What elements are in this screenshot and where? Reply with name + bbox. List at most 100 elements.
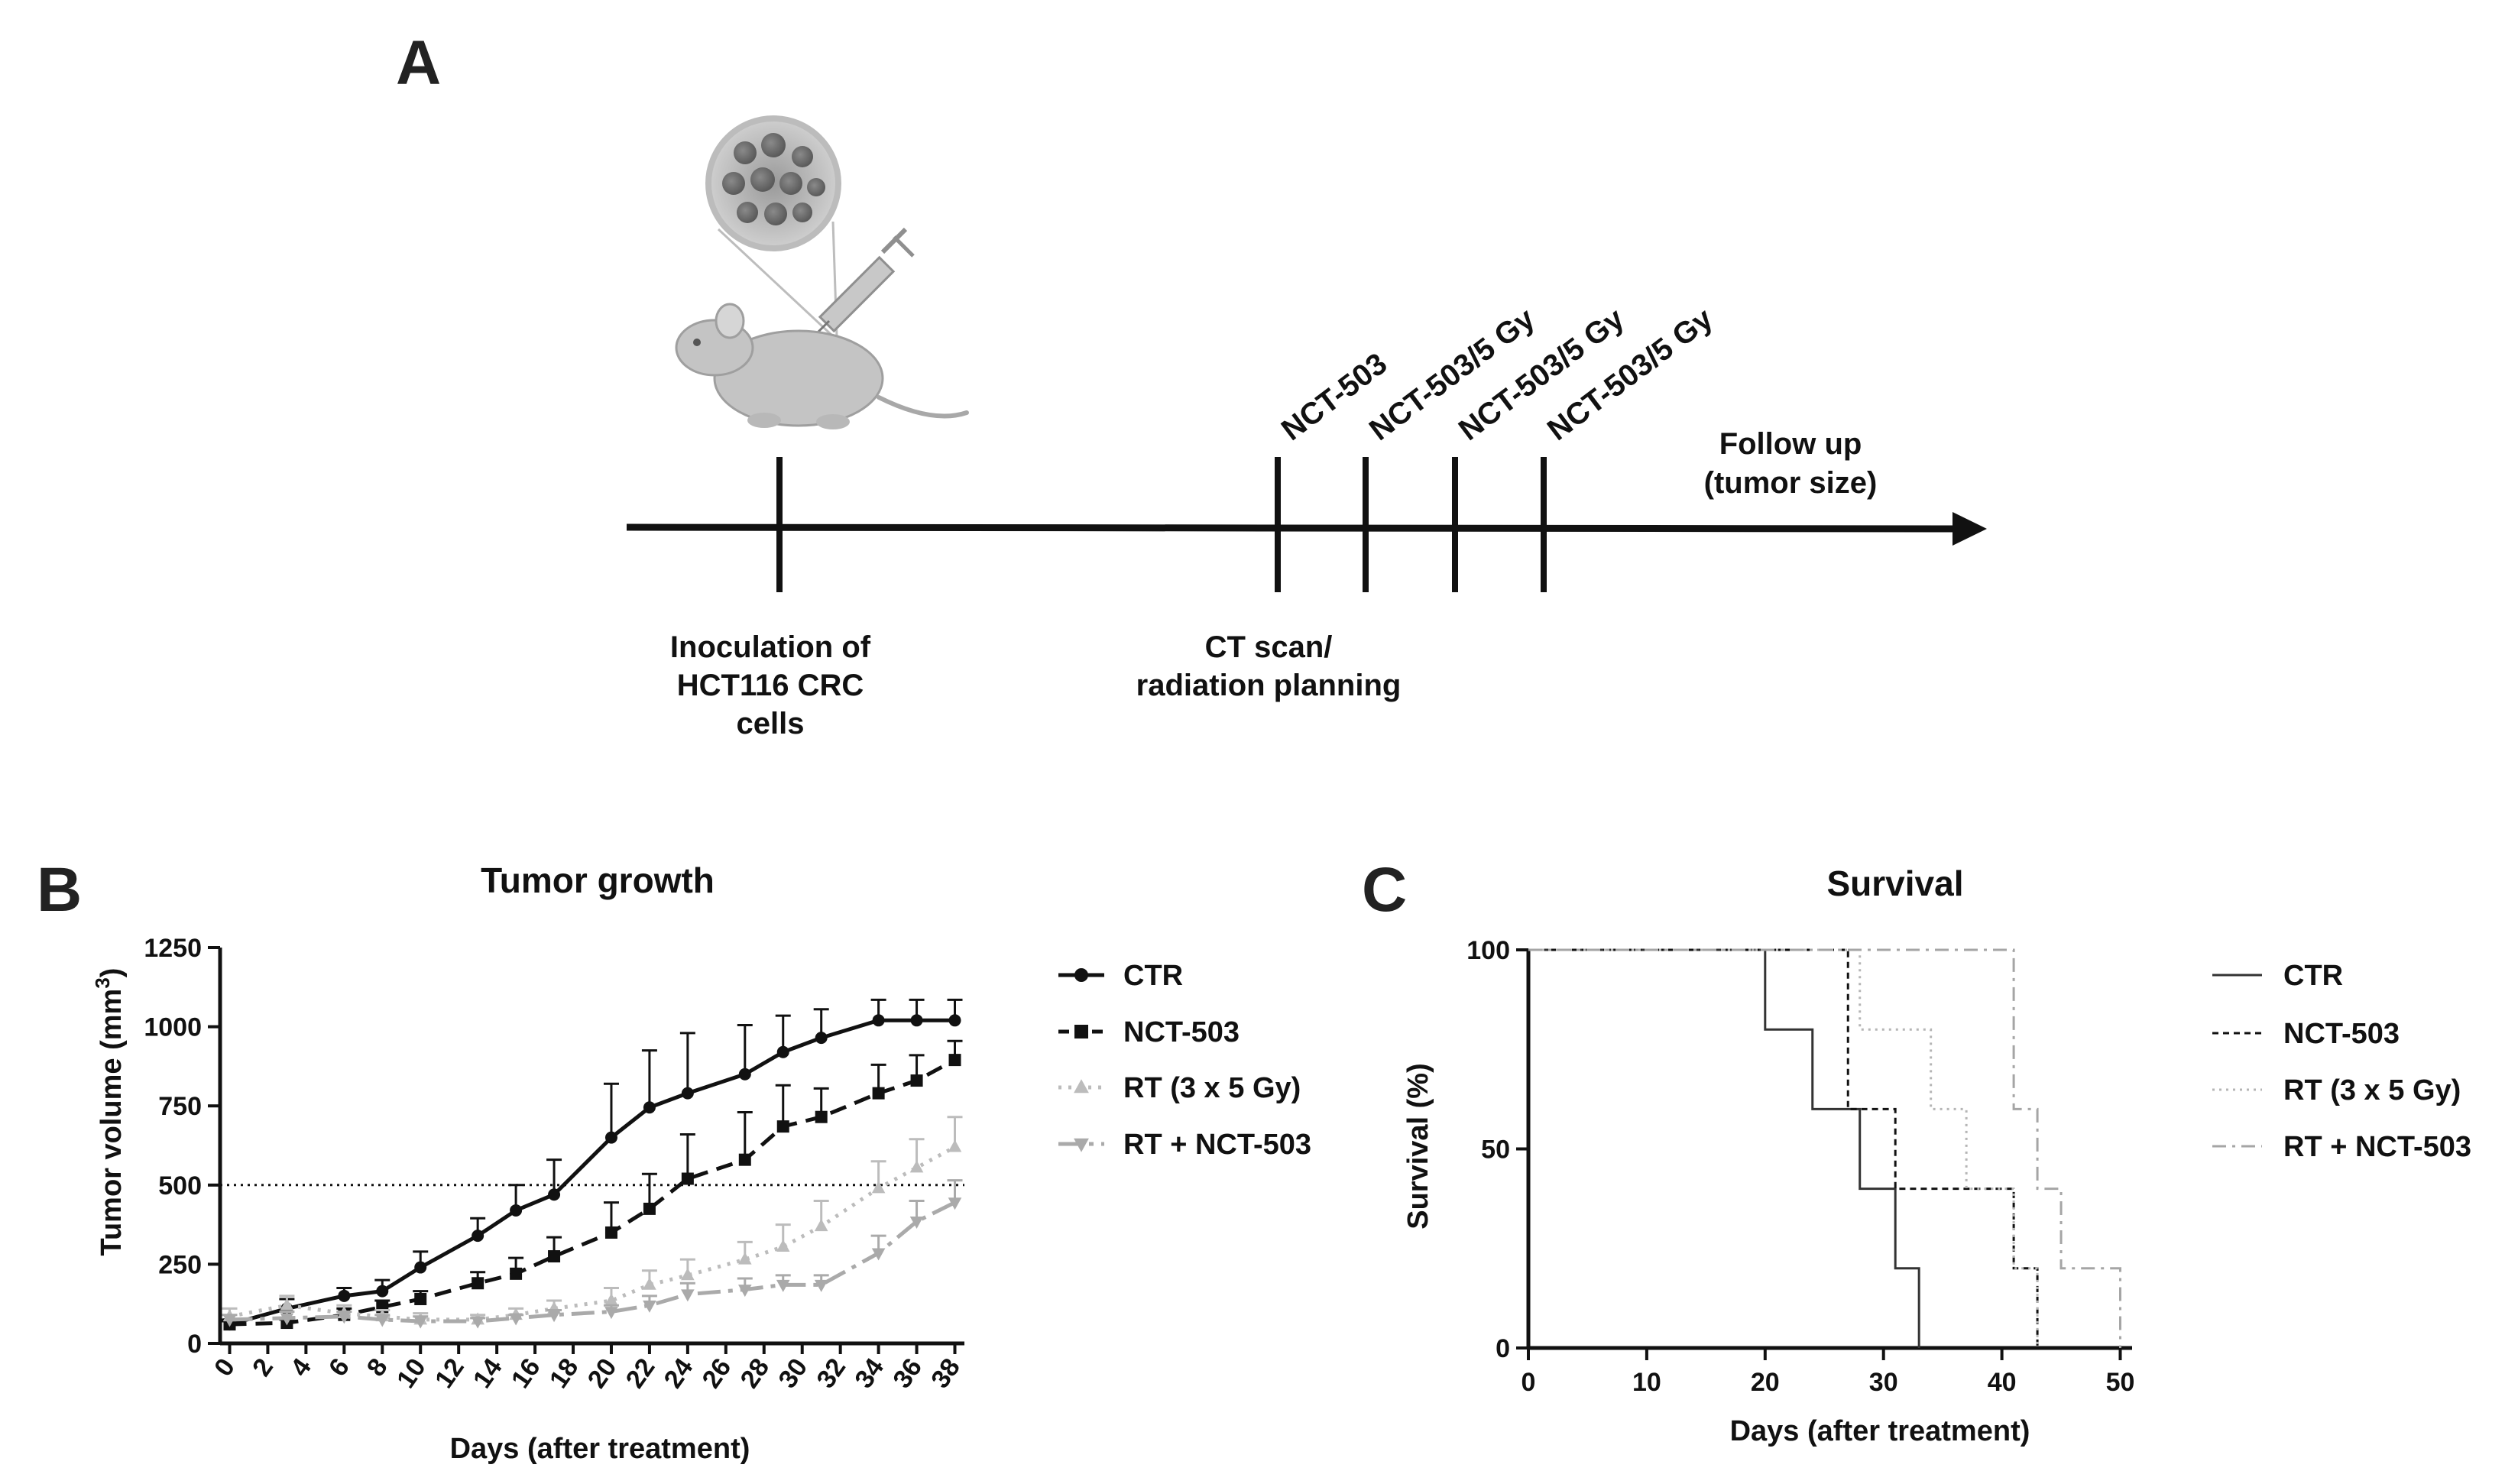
tumor-y-axis-label-main: Tumor volume (mm <box>96 989 128 1256</box>
survival-x-tick-label: 40 <box>1988 1368 2017 1397</box>
tumor-x-tick-label: 18 <box>544 1353 585 1394</box>
survival-x-tick-label: 50 <box>2106 1368 2135 1397</box>
tumor-data-point <box>910 1074 923 1087</box>
tumor-x-tick-label: 36 <box>887 1353 928 1394</box>
tumor-y-tick-label: 1250 <box>144 934 202 963</box>
timeline-arrowhead <box>1953 512 1987 546</box>
tumor-data-point <box>681 1172 694 1185</box>
tumor-data-point <box>643 1300 656 1313</box>
syringe-icon <box>809 227 915 342</box>
survival-chart: 0 50 100 0 10 20 30 40 50 <box>1466 936 2134 1397</box>
inoculation-line-3: cells <box>737 707 805 740</box>
tumor-legend-label: CTR <box>1123 960 1183 992</box>
survival-y-tick-label: 0 <box>1496 1334 1510 1363</box>
tumor-data-point <box>337 1311 352 1324</box>
tumor-series <box>222 1179 963 1329</box>
survival-step-line <box>1528 948 1920 1348</box>
follow-up-line-2: (tumor size) <box>1704 466 1878 500</box>
tumor-x-tick-label: 16 <box>506 1353 546 1394</box>
panel-a: A <box>396 28 1987 740</box>
survival-legend-label: NCT-503 <box>2283 1018 2400 1050</box>
inoculation-label: Inoculation of HCT116 CRC cells <box>670 630 871 740</box>
tumor-x-tick-label: 14 <box>468 1353 508 1394</box>
survival-x-tick-label: 20 <box>1751 1368 1780 1397</box>
tumor-data-point <box>222 1314 237 1327</box>
tumor-x-tick-label: 6 <box>323 1353 355 1382</box>
tumor-y-axis-label-close: ) <box>96 968 128 978</box>
tumor-x-tick-label: 32 <box>811 1353 851 1394</box>
tumor-data-point <box>948 1197 962 1210</box>
survival-x-tick-label: 10 <box>1632 1368 1661 1397</box>
survival-x-tick-label: 0 <box>1521 1368 1536 1397</box>
tumor-data-point <box>604 1293 618 1306</box>
tumor-data-point <box>948 1054 961 1067</box>
tumor-data-point <box>510 1204 523 1217</box>
tumor-legend-label: RT (3 x 5 Gy) <box>1123 1072 1301 1104</box>
survival-legend-label: RT + NCT-503 <box>2283 1131 2471 1163</box>
tumor-data-point <box>815 1110 828 1123</box>
follow-up-label: Follow up (tumor size) <box>1704 427 1878 500</box>
mouse-injection-illustration <box>675 115 969 429</box>
tumor-data-point <box>871 1248 886 1261</box>
tumor-legend-marker <box>1074 1025 1088 1038</box>
ct-scan-label: CT scan/ radiation planning <box>1136 630 1402 702</box>
tumor-data-point <box>776 1279 790 1292</box>
panel-c: C Survival 0 50 100 0 10 20 30 40 50 Days (after… <box>1362 855 2471 1447</box>
tumor-legend-label: NCT-503 <box>1123 1016 1240 1048</box>
tumor-series <box>222 1116 963 1325</box>
timeline-axis <box>626 523 1953 533</box>
tumor-data-point <box>643 1101 656 1114</box>
tumor-data-point <box>814 1279 828 1292</box>
tumor-data-point <box>472 1277 484 1290</box>
survival-y-axis-label: Survival (%) <box>1402 1063 1434 1230</box>
tumor-x-tick-label: 8 <box>361 1353 394 1382</box>
tumor-x-tick-label: 0 <box>209 1353 241 1382</box>
tumor-data-point <box>776 1239 790 1252</box>
tumor-data-point <box>681 1268 695 1281</box>
tumor-legend-marker <box>1074 1138 1089 1152</box>
tumor-data-point <box>604 1226 617 1239</box>
tumor-data-point <box>375 1314 390 1327</box>
tumor-x-tick-label: 24 <box>659 1353 699 1394</box>
tumor-data-point <box>376 1285 389 1298</box>
tumor-data-point <box>815 1032 828 1045</box>
tumor-legend-label: RT + NCT-503 <box>1123 1129 1311 1161</box>
tumor-data-point <box>280 1298 294 1311</box>
inoculation-line-2: HCT116 CRC <box>677 669 864 702</box>
tumor-data-point <box>737 1252 752 1265</box>
tumor-data-point <box>509 1313 523 1326</box>
tumor-y-tick-label: 250 <box>158 1250 202 1279</box>
tumor-data-point <box>643 1202 656 1215</box>
tumor-series <box>222 998 963 1331</box>
tumor-x-tick-label: 10 <box>391 1353 432 1394</box>
tumor-data-point <box>472 1230 484 1243</box>
tumor-data-point <box>280 1313 294 1326</box>
tumor-y-axis-label: Tumor volume (mm3) <box>91 968 128 1256</box>
tumor-x-tick-label: 20 <box>582 1353 623 1394</box>
tumor-data-point <box>414 1292 427 1305</box>
tumor-data-point <box>413 1316 428 1329</box>
tumor-legend: CTR NCT-503 RT (3 x 5 Gy) RT + NCT-503 <box>1058 960 1311 1161</box>
tumor-data-point <box>681 1289 695 1302</box>
tumor-data-point <box>871 1181 886 1194</box>
tumor-data-point <box>948 1139 962 1152</box>
inoculation-line-1: Inoculation of <box>670 630 871 664</box>
tumor-data-point <box>604 1307 618 1320</box>
survival-step-line <box>1528 948 2039 1348</box>
tumor-x-tick-label: 12 <box>429 1353 470 1394</box>
tumor-data-point <box>547 1310 561 1323</box>
survival-x-axis-label: Days (after treatment) <box>1730 1415 2030 1447</box>
tumor-data-point <box>510 1267 523 1280</box>
tumor-series-line <box>229 1200 956 1324</box>
tumor-series-line <box>228 1018 955 1327</box>
panel-label-a: A <box>396 28 441 98</box>
panel-label-c: C <box>1362 855 1407 925</box>
survival-chart-title: Survival <box>1827 864 1964 903</box>
tumor-data-point <box>738 1068 751 1081</box>
survival-legend-label: CTR <box>2283 960 2343 992</box>
tumor-y-tick-label: 0 <box>187 1330 202 1359</box>
tumor-data-point <box>338 1289 351 1302</box>
